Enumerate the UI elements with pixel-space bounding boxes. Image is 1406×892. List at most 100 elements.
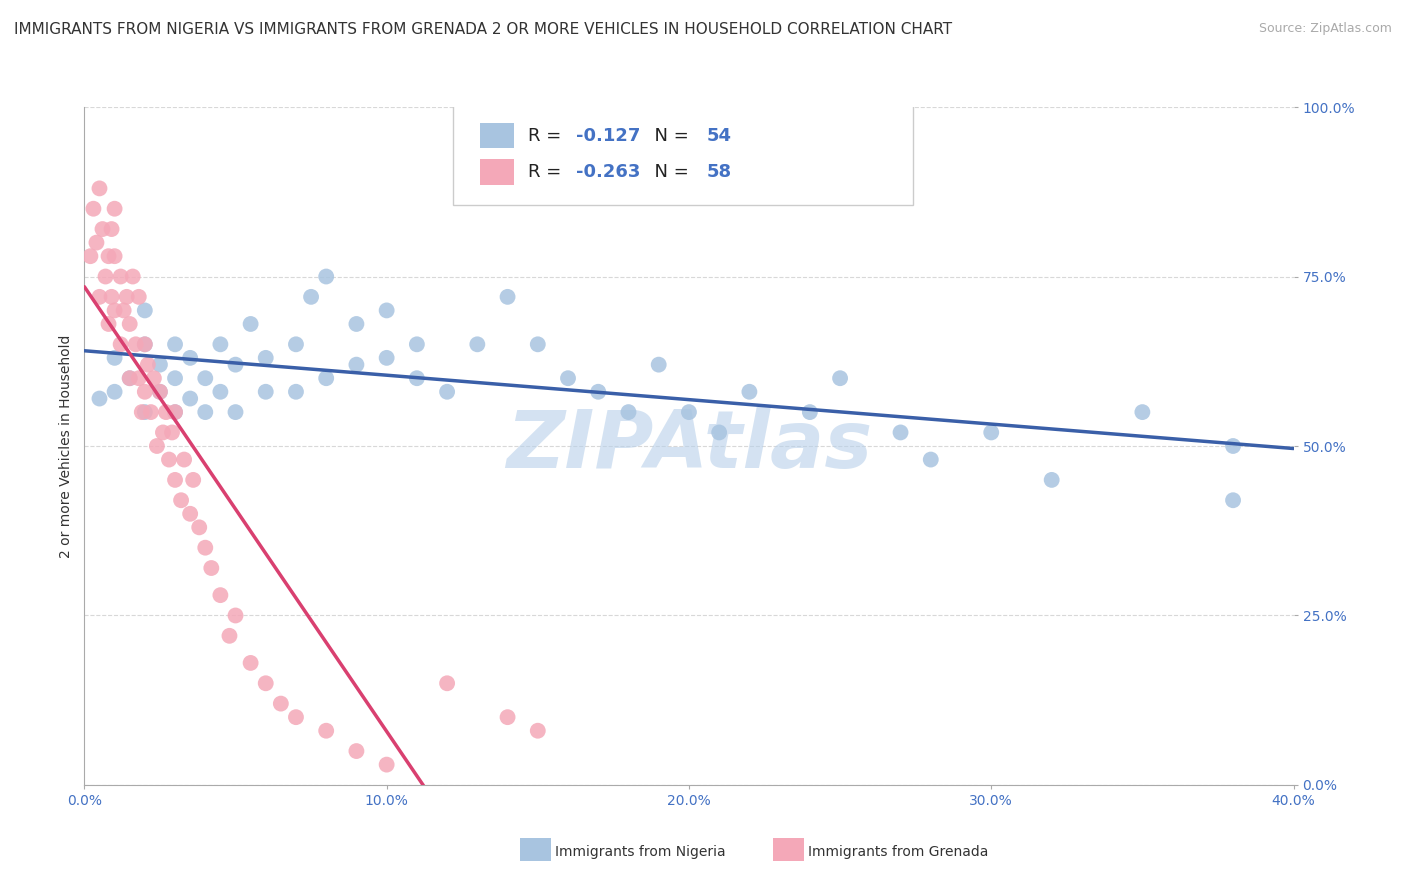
Point [173, 452, 195, 467]
Point [86, 235, 108, 250]
Point [131, 405, 153, 419]
Text: N =: N = [643, 163, 695, 181]
Point [110, 337, 132, 351]
Point [375, 303, 398, 318]
Point [115, 290, 138, 304]
Point [121, 269, 143, 284]
Point [118, 317, 141, 331]
Point [526, 723, 548, 738]
Point [163, 473, 186, 487]
Point [149, 358, 172, 372]
Text: 54: 54 [707, 127, 733, 145]
Point [406, 371, 429, 385]
Point [890, 425, 912, 440]
Text: -0.263: -0.263 [576, 163, 641, 181]
Point [678, 405, 700, 419]
Point [315, 269, 337, 284]
Point [346, 744, 368, 758]
Y-axis label: 2 or more Vehicles in Household: 2 or more Vehicles in Household [59, 334, 73, 558]
Point [526, 337, 548, 351]
Point [436, 676, 458, 690]
Point [980, 425, 1002, 440]
FancyBboxPatch shape [479, 160, 513, 185]
Point [128, 371, 150, 385]
Point [104, 303, 127, 318]
Text: -0.127: -0.127 [576, 127, 641, 145]
Point [142, 371, 165, 385]
Point [315, 371, 337, 385]
Point [100, 222, 122, 236]
Point [91, 222, 114, 236]
Point [375, 351, 398, 365]
Point [209, 337, 232, 351]
Point [104, 249, 127, 263]
Point [1222, 439, 1244, 453]
Point [254, 676, 277, 690]
Point [97, 249, 120, 263]
Point [239, 656, 262, 670]
Point [920, 452, 942, 467]
Point [709, 425, 731, 440]
Point [194, 405, 217, 419]
Point [125, 337, 148, 351]
Point [284, 337, 308, 351]
Point [104, 202, 127, 216]
Point [152, 425, 174, 440]
Point [284, 710, 308, 724]
Text: R =: R = [529, 163, 567, 181]
Point [496, 290, 519, 304]
Point [346, 317, 368, 331]
Point [225, 608, 247, 623]
Point [179, 507, 201, 521]
Text: IMMIGRANTS FROM NIGERIA VS IMMIGRANTS FROM GRENADA 2 OR MORE VEHICLES IN HOUSEHO: IMMIGRANTS FROM NIGERIA VS IMMIGRANTS FR… [14, 22, 952, 37]
Point [181, 473, 204, 487]
Point [436, 384, 458, 399]
Point [134, 384, 156, 399]
Point [209, 588, 232, 602]
Point [134, 405, 156, 419]
Point [647, 358, 671, 372]
Point [163, 405, 186, 419]
Point [315, 723, 337, 738]
Point [557, 371, 579, 385]
Point [82, 202, 104, 216]
Text: Immigrants from Grenada: Immigrants from Grenada [808, 845, 988, 859]
Point [163, 371, 186, 385]
Point [209, 384, 232, 399]
Point [270, 697, 292, 711]
Point [225, 358, 247, 372]
Point [467, 337, 489, 351]
Point [346, 358, 368, 372]
FancyBboxPatch shape [479, 122, 513, 148]
Point [100, 290, 122, 304]
Point [139, 405, 162, 419]
Point [799, 405, 821, 419]
Point [1130, 405, 1153, 419]
Point [89, 392, 111, 406]
Point [149, 384, 172, 399]
Point [118, 371, 141, 385]
Point [94, 269, 117, 284]
Point [194, 541, 217, 555]
Point [160, 425, 183, 440]
Point [179, 351, 201, 365]
Point [179, 392, 201, 406]
FancyBboxPatch shape [453, 103, 912, 205]
Point [170, 493, 193, 508]
Point [588, 384, 610, 399]
Point [136, 358, 159, 372]
Point [134, 337, 156, 351]
Point [375, 757, 398, 772]
Point [830, 371, 852, 385]
Point [738, 384, 761, 399]
Point [225, 405, 247, 419]
Text: N =: N = [643, 127, 695, 145]
Point [194, 371, 217, 385]
Point [155, 405, 177, 419]
Text: 58: 58 [707, 163, 733, 181]
Point [299, 290, 322, 304]
Text: Source: ZipAtlas.com: Source: ZipAtlas.com [1258, 22, 1392, 36]
Point [1222, 493, 1244, 508]
Point [284, 384, 308, 399]
Point [149, 384, 172, 399]
